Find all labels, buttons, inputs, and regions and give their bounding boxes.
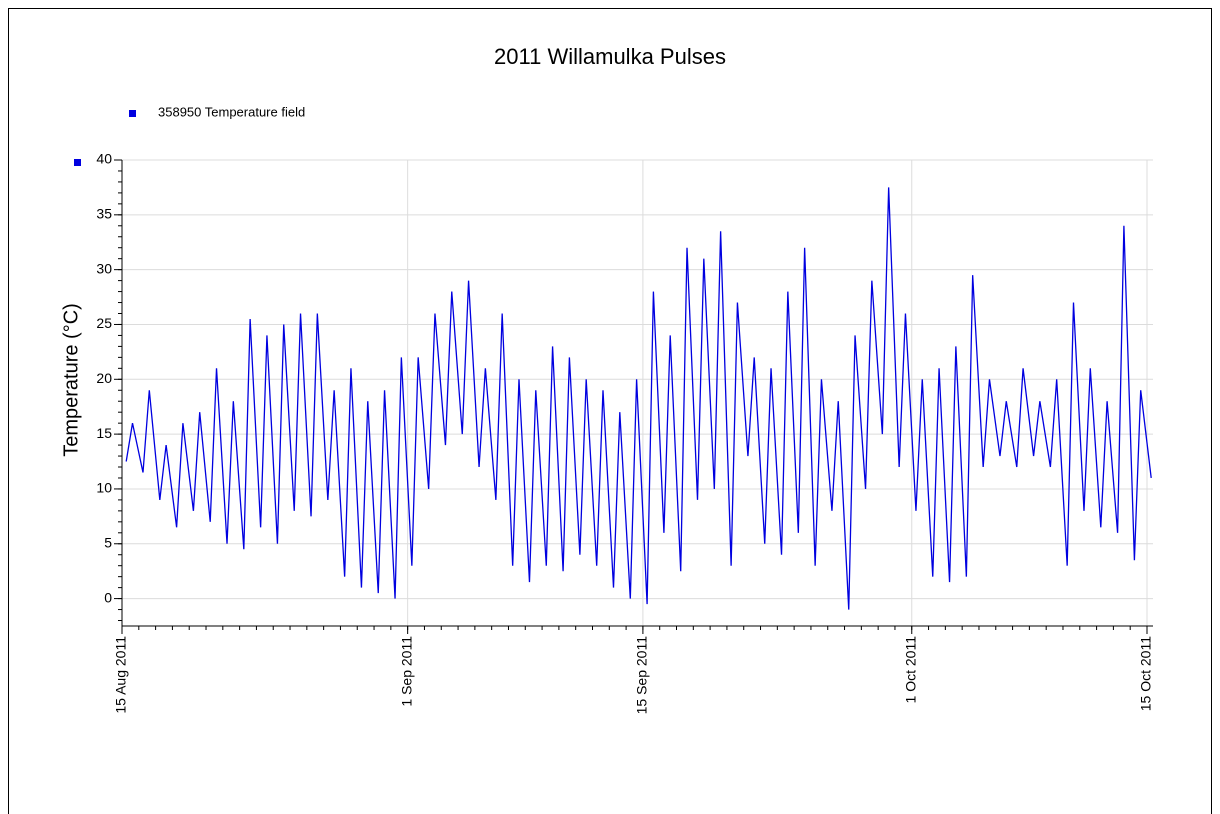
legend-label: 358950 Temperature field xyxy=(158,104,305,119)
y-tick-label: 40 xyxy=(96,151,112,167)
y-tick-label: 20 xyxy=(96,370,112,386)
y-tick-label: 30 xyxy=(96,260,112,276)
y-tick-label: 0 xyxy=(104,589,112,605)
y-tick-label: 10 xyxy=(96,480,112,496)
y-tick-label: 5 xyxy=(104,534,112,550)
x-tick-label: 1 Sep 2011 xyxy=(398,636,414,707)
y-axis-label: Temperature (°C) xyxy=(60,303,82,457)
x-tick-label: 1 Oct 2011 xyxy=(902,636,918,704)
axis-marker xyxy=(74,159,81,166)
data-line xyxy=(125,187,1152,610)
frame xyxy=(8,8,1212,814)
x-tick-label: 15 Aug 2011 xyxy=(113,636,129,714)
y-tick-label: 15 xyxy=(96,425,112,441)
legend-swatch xyxy=(129,110,136,117)
x-tick-label: 15 Sep 2011 xyxy=(634,636,650,715)
chart-title: 2011 Willamulka Pulses xyxy=(494,44,726,69)
y-tick-label: 35 xyxy=(96,206,112,222)
x-tick-label: 15 Oct 2011 xyxy=(1138,636,1154,711)
y-tick-label: 25 xyxy=(96,315,112,331)
